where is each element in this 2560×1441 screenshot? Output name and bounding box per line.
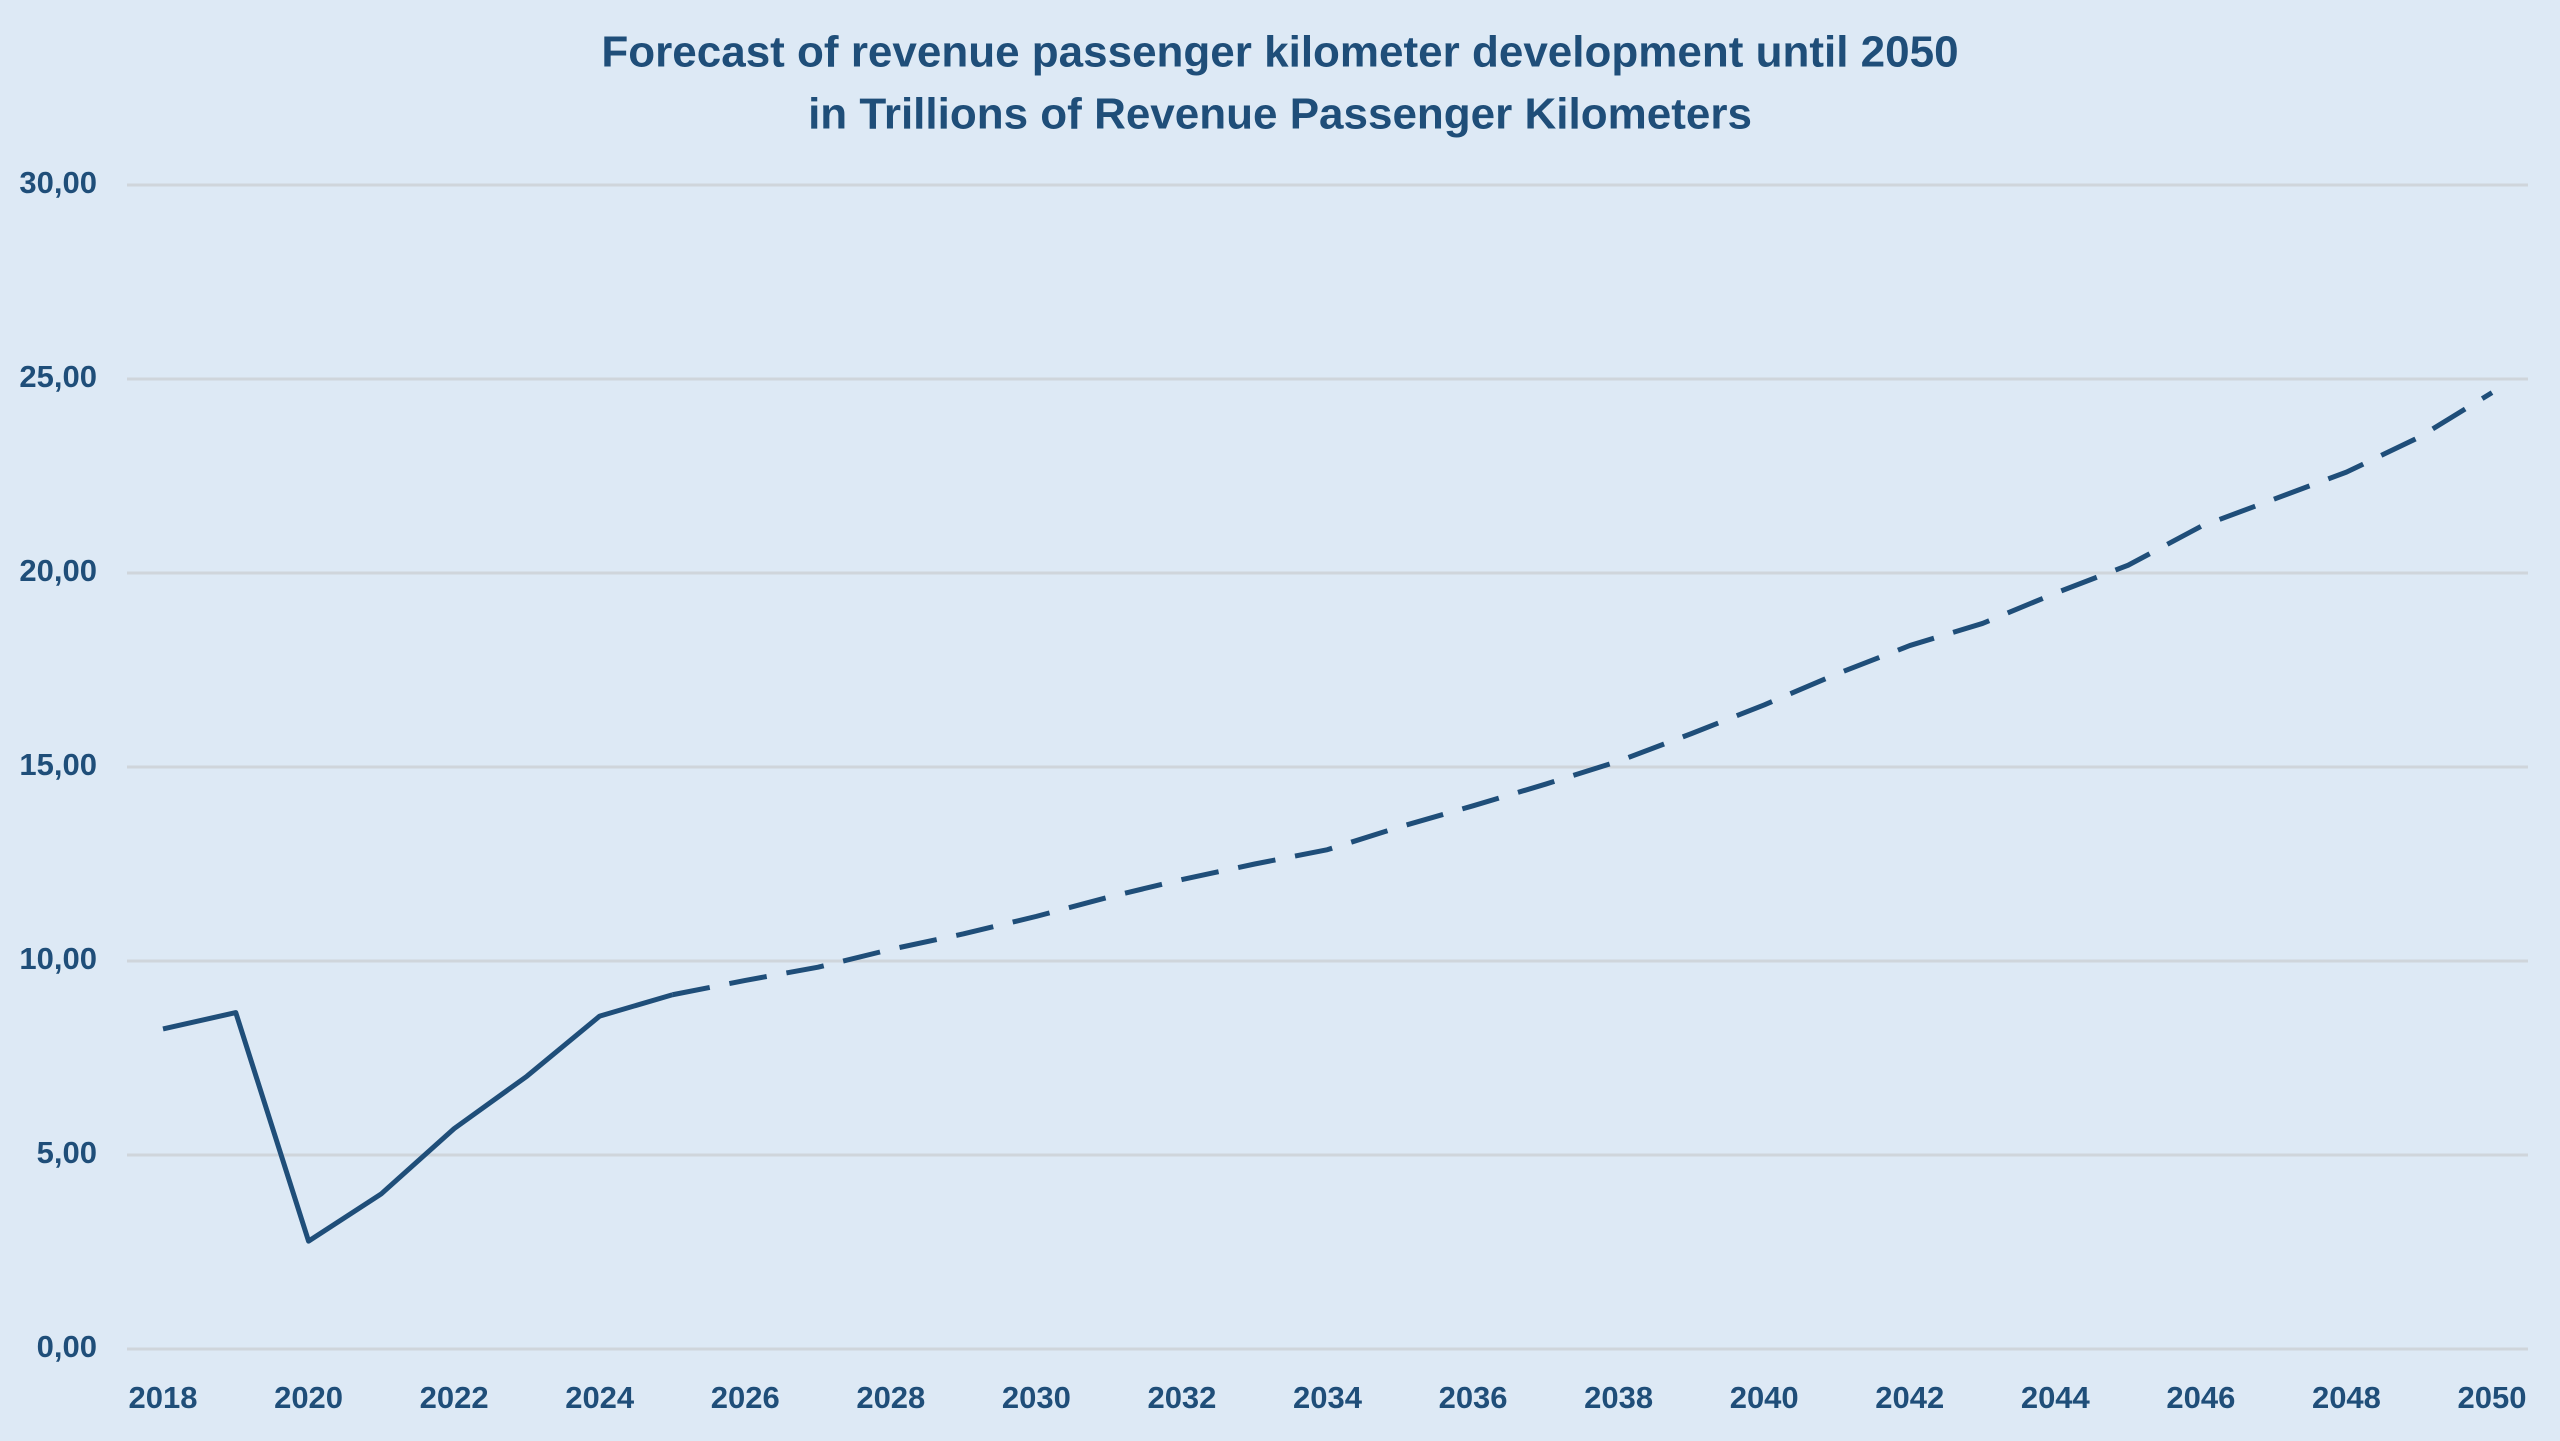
x-tick-label: 2040 [1730, 1380, 1799, 1415]
x-tick-label: 2026 [711, 1380, 780, 1415]
y-tick-label: 30,00 [19, 165, 97, 200]
y-tick-label: 15,00 [19, 747, 97, 782]
y-tick-label: 10,00 [19, 941, 97, 976]
x-tick-label: 2044 [2021, 1380, 2091, 1415]
x-tick-label: 2034 [1293, 1380, 1363, 1415]
x-tick-label: 2042 [1875, 1380, 1944, 1415]
y-tick-label: 20,00 [19, 553, 97, 588]
x-tick-label: 2048 [2312, 1380, 2381, 1415]
y-tick-label: 0,00 [37, 1329, 97, 1364]
series-line [671, 390, 2494, 998]
y-tick-label: 5,00 [37, 1135, 97, 1170]
x-tick-label: 2036 [1439, 1380, 1508, 1415]
x-tick-label: 2050 [2458, 1380, 2527, 1415]
chart-subtitle: in Trillions of Revenue Passenger Kilome… [808, 90, 1752, 139]
x-tick-label: 2038 [1584, 1380, 1653, 1415]
x-tick-label: 2024 [565, 1380, 635, 1415]
x-tick-label: 2018 [129, 1380, 198, 1415]
series-line [162, 992, 674, 1244]
x-tick-label: 2030 [1002, 1380, 1071, 1415]
x-tick-label: 2046 [2166, 1380, 2235, 1415]
x-tick-label: 2020 [274, 1380, 343, 1415]
x-tick-label: 2032 [1147, 1380, 1216, 1415]
y-tick-label: 25,00 [19, 359, 97, 394]
x-tick-label: 2022 [420, 1380, 489, 1415]
chart-title: Forecast of revenue passenger kilometer … [601, 28, 1958, 77]
x-tick-label: 2028 [856, 1380, 925, 1415]
